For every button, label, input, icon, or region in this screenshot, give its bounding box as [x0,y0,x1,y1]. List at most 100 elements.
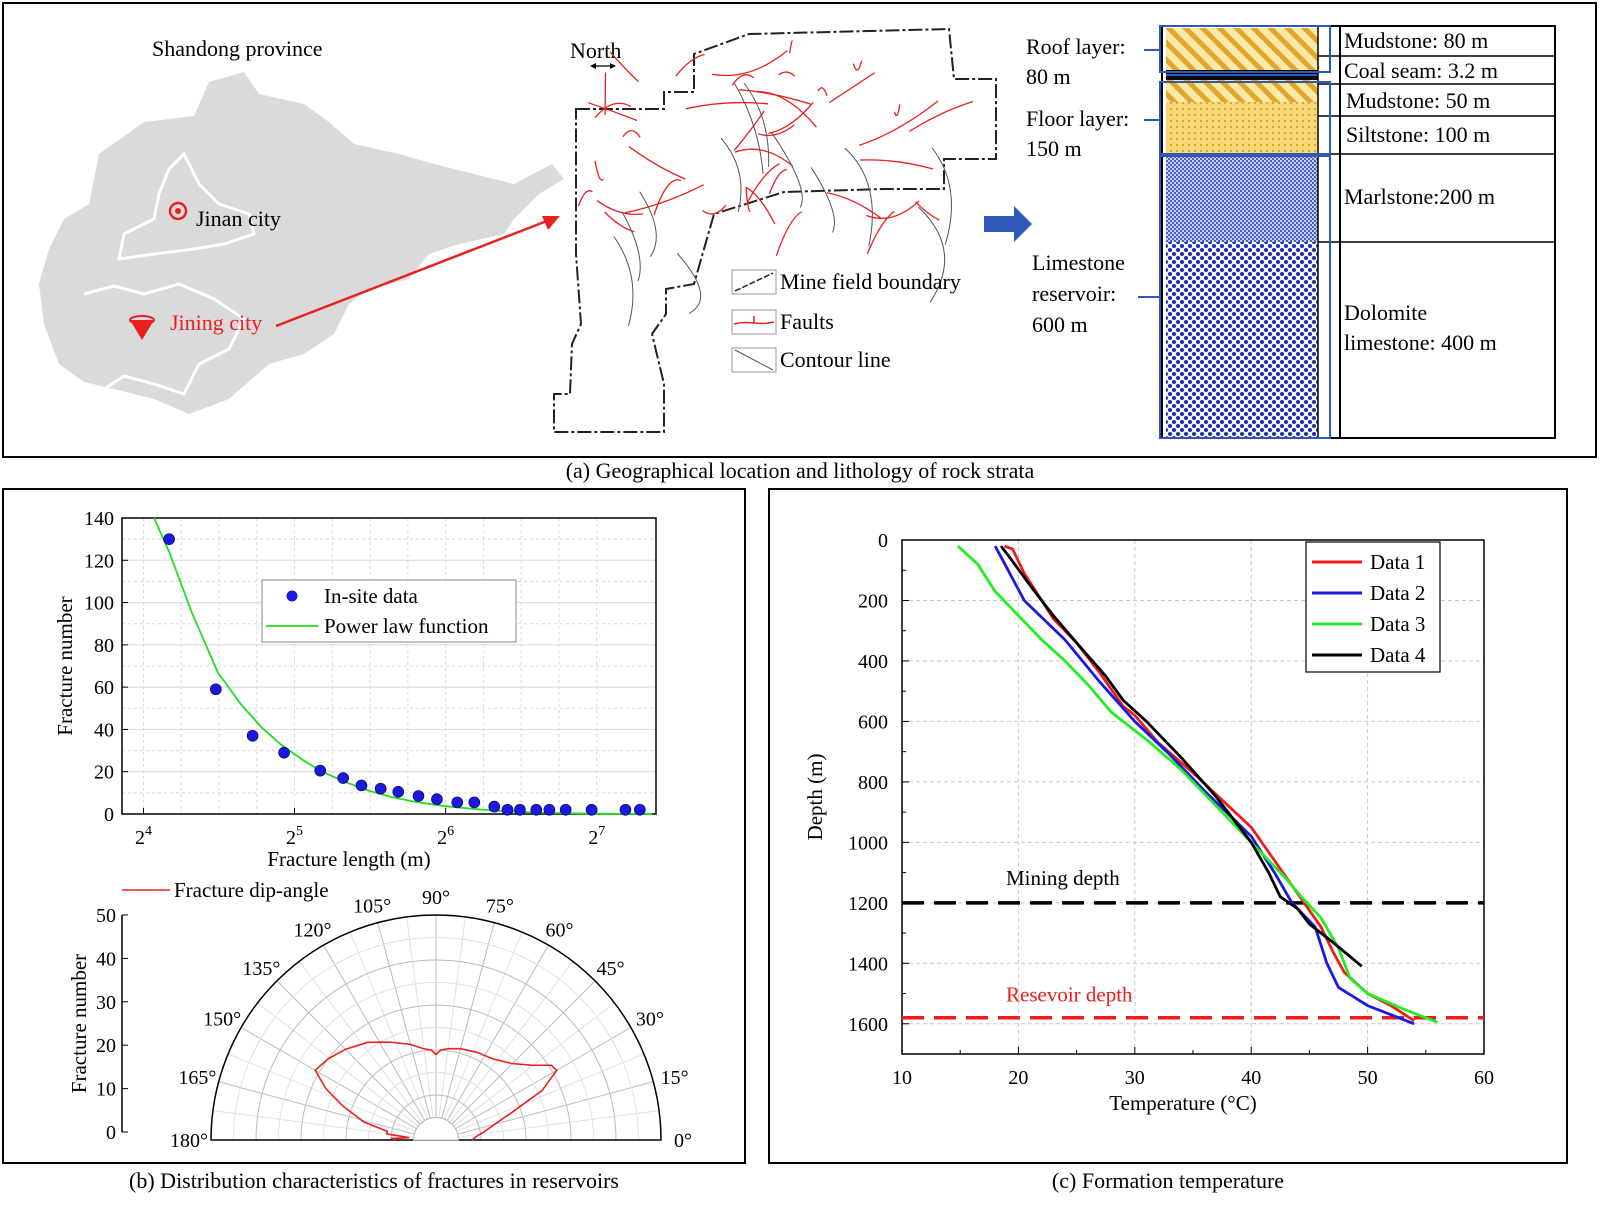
panel-c-canvas: 0 200 400 600 800 1000 1200 1400 1600 10 20 30 40 50 6… [803,530,1494,1115]
fault-line [852,60,863,71]
polar-grid-radial [406,916,434,1118]
formation-temperature-chart: 0 200 400 600 800 1000 1200 1400 1600 10 20 30 40 50 6… [803,530,1494,1115]
x-axis-label: Fracture length (m) [267,847,430,871]
legend-point-icon [286,590,298,602]
fault-line [594,102,632,119]
contour-line [621,211,641,282]
legend-faults-label: Faults [780,309,834,334]
r-tick-label: 40 [96,948,116,970]
fault-line [778,71,796,77]
theta-tick-label: 30° [636,1009,664,1031]
series-line [999,545,1363,968]
polar-grid-radial [257,1002,419,1127]
data-point [163,533,175,545]
legend-label: Data 3 [1370,612,1425,636]
polar-grid-radial [458,1110,660,1138]
polar-frame [210,914,662,1141]
data-point [585,803,598,816]
x-tick-label: 10 [892,1067,912,1089]
fault-line [858,100,939,146]
fault-line [817,87,828,96]
fault-line [675,53,705,77]
province-shape [39,72,564,414]
fault-line [604,211,635,233]
polar-grid-ring [390,1094,482,1141]
layer-label-4: Marlstone:200 m [1344,184,1495,209]
fault-line [893,104,901,117]
contour-line [931,147,953,245]
polar-grid-ring [323,1027,549,1141]
legend-label: Data 4 [1370,643,1426,667]
polar-grid-radial [240,1027,417,1130]
y-tick-label: 20 [94,762,114,784]
contour-line [613,236,634,326]
data-point [337,772,349,784]
fault-line [588,102,638,122]
series-line [956,545,1438,1024]
data-point [278,746,290,759]
data-point [374,782,387,795]
y-tick-label: 0 [878,530,888,552]
power-law-curve [153,517,653,815]
fault-line [775,211,802,256]
data-point [634,803,646,816]
theta-tick-label: 135° [242,958,280,980]
fault-line [594,160,604,181]
mine-legend: Mine field boundary Faults Contour line [731,269,961,373]
layer-label-3: Siltstone: 100 m [1346,122,1490,147]
fault-line [789,39,794,54]
data-point [559,803,572,816]
polar-grid-ring [278,982,594,1141]
contour-line [676,253,702,314]
theta-tick-label: 105° [353,895,391,917]
reservoir-label-2: reservoir: [1032,281,1116,306]
y-tick-label: 0 [104,804,114,826]
contour-line [734,83,764,174]
r-tick-label: 10 [96,1079,116,1101]
y-tick-label: 140 [84,508,114,530]
theta-tick-label: 180° [170,1130,208,1152]
roof-label-1: Roof layer: [1026,34,1126,59]
data-point [530,803,543,816]
fault-line [768,102,814,134]
polar-grid-radial [212,1110,414,1138]
boundary-line-icon [731,269,777,295]
plot-frame [121,517,657,815]
data-point [543,803,556,816]
chart3-legend: Data 1 Data 2 Data 3 Data 4 [1305,541,1441,673]
contour-line [844,147,873,247]
fault-line [711,50,788,77]
north-label: North [570,38,621,63]
data-point [412,790,425,802]
y-tick-label: 200 [858,590,888,612]
fault-line [909,100,974,132]
layer-siltstone [1166,102,1318,154]
layer-marlstone [1166,154,1318,242]
polar-grid-radial [276,980,421,1125]
x-tick-label: 25 [286,824,303,849]
y-tick-label: 60 [94,677,114,699]
dip-legend-label: Fracture dip-angle [174,878,329,902]
theta-tick-label: 0° [674,1130,692,1152]
x-tick-label: 27 [588,824,605,849]
x-tick-label: 50 [1358,1067,1378,1089]
mine-field-map: North Mine field boundary Faults [553,27,997,433]
contour-line [639,191,657,258]
polar-grid-radial [227,1053,416,1132]
layer-mudstone-50 [1166,80,1318,102]
r-tick-label: 20 [96,1035,116,1057]
x-tick-label: 40 [1241,1067,1261,1089]
layer-dolomite [1166,242,1318,438]
mine-boundary [553,27,997,433]
fault-line [653,179,682,216]
data-point [468,796,481,809]
fault-line [866,210,895,255]
fault-line [829,72,875,104]
reference-label: Resevoir depth [1006,983,1133,1007]
r-tick-label: 0 [106,1122,116,1144]
floor-label-2: 150 m [1026,136,1082,161]
polar-center [412,1117,460,1141]
fault-line [866,200,920,220]
panel-a-canvas: Shandong province Jinan city Jining city… [39,25,1556,439]
